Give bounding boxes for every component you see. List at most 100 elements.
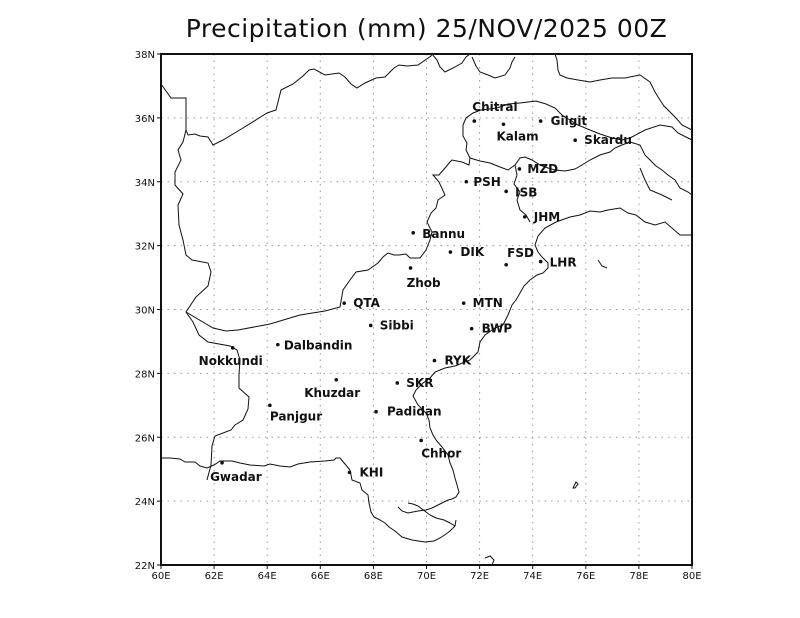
station-dot-icon	[461, 301, 466, 305]
x-tick-label: 66E	[311, 571, 330, 582]
x-tick-label: 70E	[417, 571, 436, 582]
station-label: QTA	[353, 296, 380, 310]
station-label: RYK	[444, 354, 471, 368]
station-dot-icon	[573, 138, 577, 143]
map-frame	[160, 53, 693, 566]
station-mzd: MZD	[517, 162, 558, 176]
station-dot-icon	[504, 262, 508, 267]
station-dot-icon	[501, 122, 506, 127]
y-tick-label: 30N	[135, 306, 155, 317]
y-tick-label: 34N	[135, 178, 155, 189]
station-dot-icon	[538, 259, 543, 264]
station-label: JHM	[533, 210, 560, 224]
station-label: Chhor	[421, 446, 461, 460]
x-tick-label: 64E	[258, 571, 277, 582]
station-dot-icon	[504, 189, 508, 194]
station-label: LHR	[550, 256, 577, 270]
x-tick-label: 80E	[682, 571, 701, 582]
station-label: Skardu	[584, 133, 632, 147]
x-tick-label: 60E	[151, 571, 170, 582]
station-chhor: Chhor	[419, 438, 461, 460]
x-tick-label: 62E	[205, 571, 224, 582]
x-tick-label: 74E	[523, 571, 542, 582]
station-skardu: Skardu	[573, 133, 632, 147]
station-dot-icon	[276, 342, 280, 347]
station-label: Sibbi	[380, 318, 414, 332]
y-tick-label: 22N	[135, 561, 155, 572]
station-label: Khuzdar	[304, 386, 360, 400]
station-label: MZD	[527, 162, 558, 176]
x-tick-label: 72E	[470, 571, 489, 582]
y-tick-label: 38N	[135, 50, 155, 61]
station-dot-icon	[538, 119, 543, 123]
station-dot-icon	[522, 215, 527, 219]
y-tick-label: 28N	[135, 369, 155, 380]
station-mtn: MTN	[461, 296, 503, 310]
station-ryk: RYK	[432, 354, 472, 368]
station-label: Chitral	[472, 100, 517, 114]
station-dot-icon	[368, 323, 373, 328]
y-tick-label: 24N	[135, 497, 155, 508]
station-psh: PSH	[464, 175, 501, 189]
station-dot-icon	[342, 301, 346, 305]
station-fsd: FSD	[504, 246, 534, 267]
station-dot-icon	[448, 250, 453, 254]
station-isb: ISB	[504, 185, 537, 199]
y-tick-label: 36N	[135, 114, 155, 125]
station-label: ISB	[515, 185, 537, 199]
station-khuzdar: Khuzdar	[304, 377, 360, 400]
x-tick-label: 76E	[576, 571, 595, 582]
station-label: MTN	[473, 296, 503, 310]
station-dot-icon	[464, 179, 469, 184]
station-dot-icon	[432, 358, 437, 363]
station-dot-icon	[408, 266, 413, 270]
station-dot-icon	[411, 231, 416, 235]
station-dot-icon	[395, 381, 400, 385]
station-label: Bannu	[422, 227, 465, 241]
station-label: Gwadar	[210, 470, 262, 484]
station-label: Panjgur	[270, 409, 322, 423]
station-lhr: LHR	[538, 256, 577, 270]
station-dot-icon	[472, 119, 477, 123]
station-label: Kalam	[496, 129, 538, 143]
station-bwp: BWP	[469, 322, 513, 336]
station-bannu: Bannu	[411, 227, 465, 241]
station-label: SKR	[406, 376, 433, 390]
station-dot-icon	[374, 409, 378, 414]
station-dot-icon	[230, 346, 235, 350]
x-tick-label: 78E	[629, 571, 648, 582]
station-dik: DIK	[448, 245, 485, 259]
country-borders	[160, 53, 693, 566]
station-label: Gilgit	[551, 114, 588, 128]
station-dot-icon	[220, 461, 224, 465]
station-dalbandin: Dalbandin	[276, 339, 352, 353]
x-tick-label: 68E	[364, 571, 383, 582]
station-label: PSH	[473, 175, 500, 189]
station-skr: SKR	[395, 376, 433, 390]
station-label: Zhob	[407, 276, 441, 290]
station-padidan: Padidan	[374, 405, 442, 419]
axis-ticks: 60E 62E 64E 66E 68E 70E 72E 74E 76E 78E 80E 38N 36N 3…	[135, 50, 702, 582]
station-gwadar: Gwadar	[210, 461, 262, 484]
station-jhm: JHM	[522, 210, 560, 224]
lat-lon-grid	[161, 54, 692, 565]
station-panjgur: Panjgur	[268, 403, 322, 423]
station-label: Dalbandin	[284, 339, 353, 353]
station-label: Padidan	[387, 405, 442, 419]
station-zhob: Zhob	[407, 266, 441, 290]
station-dot-icon	[469, 326, 474, 331]
station-dot-icon	[419, 438, 423, 443]
y-tick-label: 26N	[135, 433, 155, 444]
station-dot-icon	[517, 167, 522, 171]
station-markers: Chitral Kalam Gilgit Skardu MZD PSH ISB JHM Bann…	[199, 100, 632, 484]
y-tick-label: 32N	[135, 242, 155, 253]
station-gilgit: Gilgit	[538, 114, 588, 128]
station-label: KHI	[360, 465, 384, 479]
station-label: BWP	[482, 322, 513, 336]
station-kalam: Kalam	[496, 122, 539, 143]
station-dot-icon	[268, 403, 272, 408]
station-dot-icon	[334, 377, 339, 382]
station-chitral: Chitral	[472, 100, 518, 123]
station-nokkundi: Nokkundi	[199, 346, 263, 368]
